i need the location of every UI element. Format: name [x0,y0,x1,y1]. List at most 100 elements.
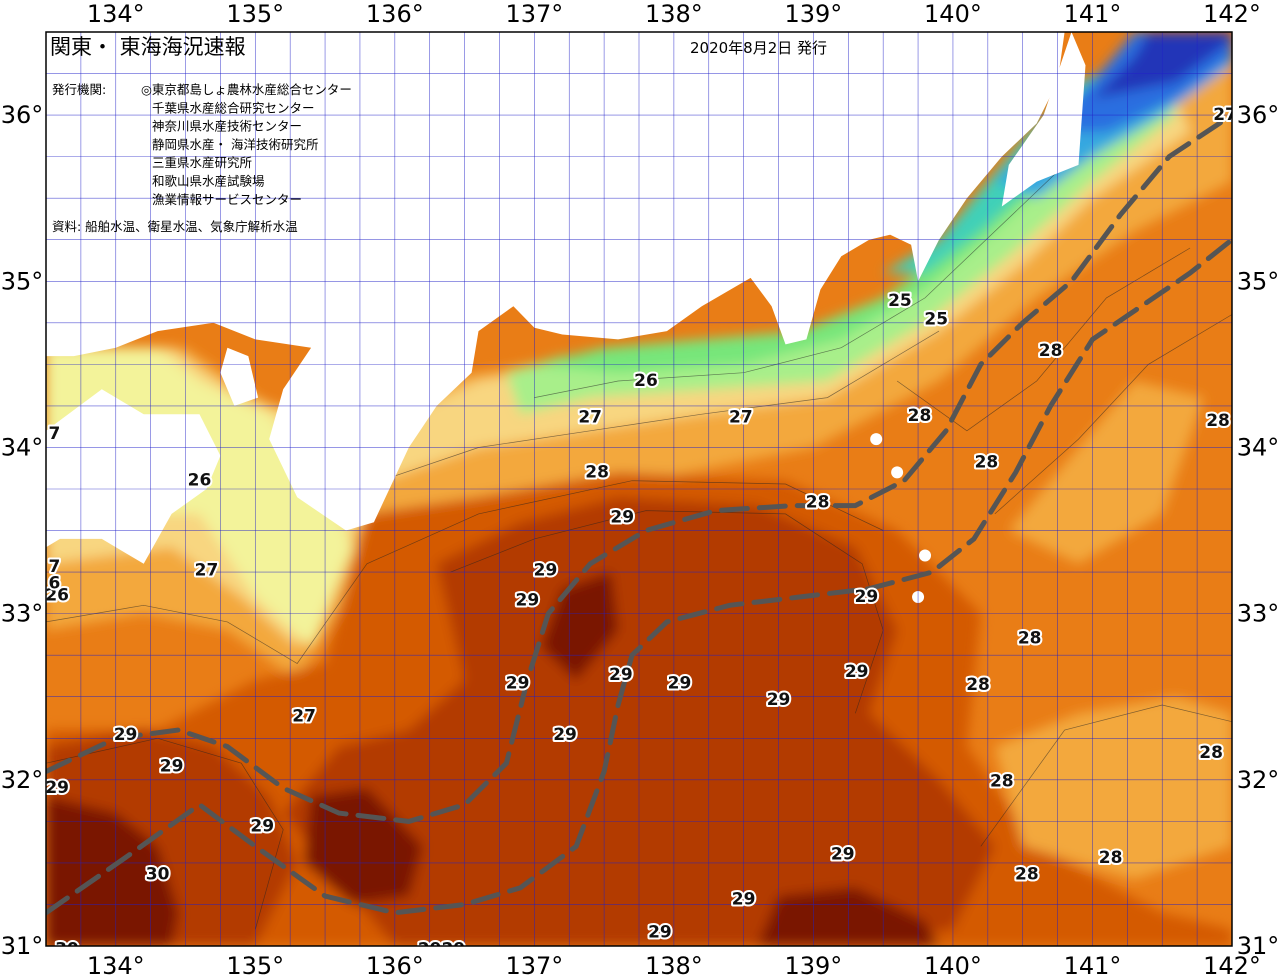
isotherm-label: 6 [48,574,60,594]
isotherm-label: 27 [578,408,602,428]
isotherm-label: 26 [45,585,69,605]
isotherm-label: 25 [888,291,912,311]
latitude-label: 32° [1,766,44,794]
agency-name: 和歌山県水産試験場 [152,174,265,189]
island [891,466,904,479]
latitude-label: 33° [1237,600,1280,628]
isotherm-label: 29 [610,507,634,527]
longitude-label: 136° [366,952,424,980]
longitude-label: 139° [785,952,843,980]
temperature-zone [46,796,179,946]
data-sources: 資料: 船舶水温、衛星水温、気象庁解析水温 [52,219,298,234]
isotherm-label: 29 [668,673,692,693]
isotherm-line [534,164,1065,398]
latitude-label: 31° [1237,932,1280,960]
latitude-label: 32° [1237,766,1280,794]
agency-name: 三重県水産研究所 [152,155,252,170]
isotherm-label: 29 [855,587,879,607]
isotherm-label: 7 [48,557,60,577]
isotherm-label: 29 [506,673,530,693]
latitude-label: 33° [1,600,44,628]
isotherm-label: 29 [648,923,672,943]
isotherm-label: 28 [585,462,609,482]
agency-name: 神奈川県水産技術センター [152,119,302,134]
isotherm-label: 29 [845,662,869,682]
isotherm-label: 7 [48,424,60,444]
agency-name: ◎東京都島しょ農林水産総合センター [141,82,352,97]
isotherm-label: 29 [45,778,69,798]
temperature-zone [994,696,1232,880]
longitude-label: 141° [1064,0,1122,28]
isotherm-label: 28 [1099,848,1123,868]
temperature-zone [506,48,1177,415]
land-mass [220,347,259,406]
header-block: 関東・ 東海海況速報 2020年8月2日 発行 発行機関: ◎東京都島しょ農林水… [50,35,827,234]
isotherm-line [994,314,1232,515]
kuroshio-front-line [46,112,1232,824]
kuroshio-axis [46,112,1232,916]
longitude-label: 140° [924,952,982,980]
agency-name: 千葉県水産総合研究センター [152,100,315,115]
agency-name: 静岡県水産・ 海洋技術研究所 [152,137,318,152]
longitude-label: 141° [1064,952,1122,980]
isotherm-label: 28 [1018,629,1042,649]
longitude-label: 142° [1203,0,1261,28]
longitude-label: 134° [87,0,145,28]
land-mass [46,389,221,564]
latitude-label: 35° [1237,267,1280,295]
isotherm-label: 29 [609,665,633,685]
lat-lon-grid [46,32,1232,946]
agencies-label: 発行機関: [52,82,106,97]
latitude-labels-left: 36° 35° 34° 33° 32° 31° [1,101,44,960]
isotherm-label: 29 [160,757,184,777]
isotherm-label: 28 [975,452,999,472]
longitude-label: 140° [924,0,982,28]
isotherm-label: 28 [1015,865,1039,885]
isotherm-label: 28 [1039,341,1063,361]
isotherm-label: 29 [767,690,791,710]
isotherm-line [46,480,884,664]
island [919,549,932,562]
isotherm-label: 30 [55,939,79,959]
issue-date: 2020年8月2日 発行 [690,39,827,57]
isotherm-line [380,330,940,482]
isotherm-label: 29 [534,560,558,580]
isotherm-label: 30 [146,865,170,885]
isotherm-label: 27 [195,560,219,580]
agency-name: 漁業情報サービスセンター [152,192,302,207]
isotherm-label: 29 [250,816,274,836]
temperature-zone [304,788,423,905]
longitude-label: 137° [505,0,563,28]
latitude-label: 36° [1,101,44,129]
longitude-label: 137° [505,952,563,980]
latitude-label: 34° [1,433,44,461]
longitude-label: 139° [785,0,843,28]
longitude-labels-bottom: 134° 135° 136° 137° 138° 139° 140° 141° 142° [87,952,1261,980]
map-frame [45,31,1233,947]
latitude-label: 36° [1237,101,1280,129]
isotherm-label: 28 [908,406,932,426]
isotherm-label: 26 [634,371,658,391]
longitude-label: 134° [87,952,145,980]
isotherm-label: 29 [442,939,466,959]
isotherm-label: 28 [806,492,830,512]
isotherm-label: 29 [114,725,138,745]
kuroshio-front-line [46,237,1232,916]
isotherm-label: 28 [1199,743,1223,763]
map-title: 関東・ 東海海況速報 [50,35,246,59]
isotherm-label: 29 [418,939,442,959]
latitude-labels-right: 36° 35° 34° 33° 32° 31° [1237,101,1280,960]
isotherm-label: 29 [516,590,540,610]
latitude-label: 35° [1,267,44,295]
isotherm-label: 28 [990,771,1014,791]
longitude-label: 142° [1203,952,1261,980]
isotherm-label: 28 [966,675,990,695]
isotherm-label: 29 [553,725,577,745]
isotherm-label: 27 [729,408,753,428]
longitude-label: 135° [226,0,284,28]
longitude-label: 138° [645,952,703,980]
agency-list: ◎東京都島しょ農林水産総合センター千葉県水産総合研究センター神奈川県水産技術セン… [141,82,352,207]
isotherm-label: 25 [924,309,948,329]
